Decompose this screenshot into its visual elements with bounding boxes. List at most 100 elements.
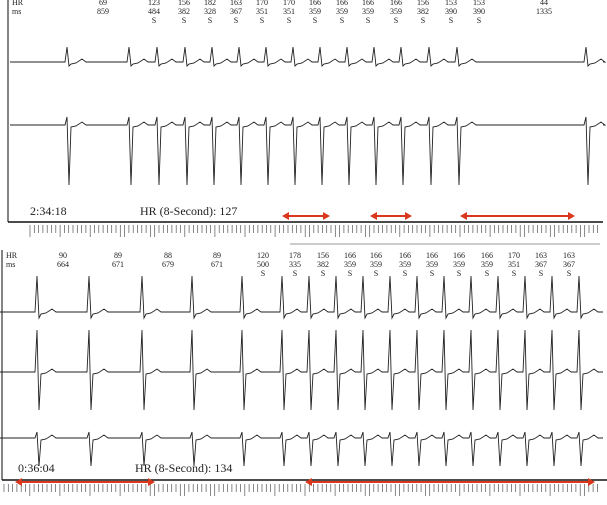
time-stamp: 2:34:18: [30, 204, 67, 218]
beat-hr: 153: [473, 0, 485, 7]
beat-type: S: [208, 16, 212, 25]
beat-ms: 351: [256, 7, 268, 16]
beat-type: S: [234, 16, 238, 25]
ecg-trace: [10, 116, 607, 186]
beat-type: S: [512, 269, 516, 278]
beat-hr: 166: [481, 251, 493, 260]
beat-ms: 1335: [536, 7, 552, 16]
ms-label: ms: [12, 7, 21, 16]
beat-ms: 351: [508, 260, 520, 269]
beat-hr: 120: [257, 251, 269, 260]
beat-ms: 367: [563, 260, 575, 269]
beat-hr: 163: [535, 251, 547, 260]
beat-hr: 156: [417, 0, 429, 7]
beat-ms: 390: [445, 7, 457, 16]
beat-ms: 359: [362, 7, 374, 16]
beat-ms: 390: [473, 7, 485, 16]
beat-type: S: [485, 269, 489, 278]
beat-hr: 166: [309, 0, 321, 7]
beat-hr: 166: [362, 0, 374, 7]
beat-ms: 359: [390, 7, 402, 16]
beat-ms: 367: [230, 7, 242, 16]
beat-hr: 166: [336, 0, 348, 7]
beat-type: S: [261, 269, 265, 278]
beat-ms: 351: [283, 7, 295, 16]
beat-ms: 359: [481, 260, 493, 269]
beat-hr: 89: [114, 251, 122, 260]
beat-hr: 123: [148, 0, 160, 7]
beat-ms: 484: [148, 7, 160, 16]
beat-ms: 382: [417, 7, 429, 16]
beat-hr: 44: [540, 0, 548, 7]
beat-hr: 69: [99, 0, 107, 7]
beat-type: S: [421, 16, 425, 25]
beat-hr: 166: [390, 0, 402, 7]
beat-ms: 328: [204, 7, 216, 16]
beat-hr: 166: [399, 251, 411, 260]
beat-hr: 178: [289, 251, 301, 260]
beat-type: S: [152, 16, 156, 25]
ecg-trace: [0, 431, 603, 467]
beat-ms: 382: [178, 7, 190, 16]
beat-hr: 170: [508, 251, 520, 260]
beat-type: S: [477, 16, 481, 25]
beat-hr: 166: [344, 251, 356, 260]
beat-type: S: [394, 16, 398, 25]
beat-type: S: [403, 269, 407, 278]
beat-type: S: [348, 269, 352, 278]
beat-hr: 88: [164, 251, 172, 260]
beat-type: S: [457, 269, 461, 278]
ms-label: ms: [6, 260, 15, 269]
heart-rate: HR (8-Second): 127: [140, 204, 237, 218]
beat-ms: 500: [257, 260, 269, 269]
beat-type: S: [293, 269, 297, 278]
beat-type: S: [321, 269, 325, 278]
time-stamp: 0:36:04: [18, 461, 55, 475]
ecg-trace: [0, 329, 603, 411]
beat-hr: 156: [317, 251, 329, 260]
beat-ms: 359: [426, 260, 438, 269]
beat-hr: 90: [59, 251, 67, 260]
beat-hr: 166: [453, 251, 465, 260]
beat-type: S: [567, 269, 571, 278]
beat-ms: 671: [211, 260, 223, 269]
beat-hr: 170: [256, 0, 268, 7]
beat-type: S: [260, 16, 264, 25]
ecg-trace: [10, 46, 607, 67]
beat-ms: 359: [399, 260, 411, 269]
beat-ms: 359: [370, 260, 382, 269]
beat-ms: 359: [336, 7, 348, 16]
hr-label: HR: [6, 251, 18, 260]
beat-hr: 153: [445, 0, 457, 7]
beat-ms: 382: [317, 260, 329, 269]
beat-type: S: [313, 16, 317, 25]
beat-hr: 163: [230, 0, 242, 7]
beat-ms: 359: [453, 260, 465, 269]
heart-rate: HR (8-Second): 134: [135, 461, 232, 475]
beat-hr: 166: [426, 251, 438, 260]
beat-ms: 335: [289, 260, 301, 269]
beat-ms: 671: [112, 260, 124, 269]
beat-hr: 163: [563, 251, 575, 260]
beat-ms: 367: [535, 260, 547, 269]
beat-ms: 359: [344, 260, 356, 269]
beat-ms: 359: [309, 7, 321, 16]
beat-ms: 859: [97, 7, 109, 16]
beat-hr: 166: [370, 251, 382, 260]
beat-type: S: [366, 16, 370, 25]
beat-ms: 664: [57, 260, 69, 269]
beat-type: S: [182, 16, 186, 25]
beat-hr: 89: [213, 251, 221, 260]
beat-hr: 156: [178, 0, 190, 7]
beat-type: S: [374, 269, 378, 278]
beat-type: S: [539, 269, 543, 278]
beat-type: S: [449, 16, 453, 25]
ecg-trace: [0, 275, 603, 320]
beat-ms: 679: [162, 260, 174, 269]
beat-hr: 182: [204, 0, 216, 7]
beat-type: S: [287, 16, 291, 25]
beat-hr: 170: [283, 0, 295, 7]
hr-label: HR: [12, 0, 24, 7]
